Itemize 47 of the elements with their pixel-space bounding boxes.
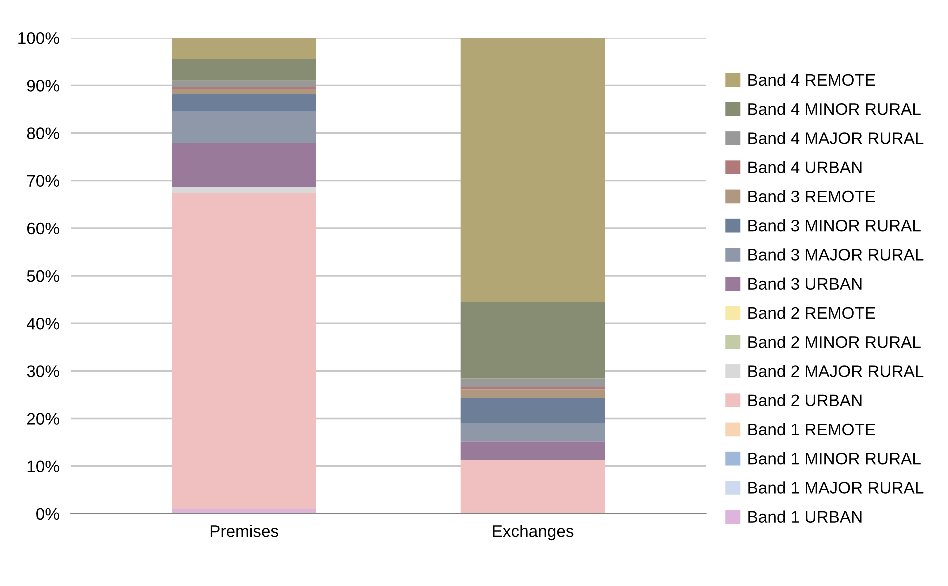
y-tick-label: 60% — [27, 222, 60, 235]
legend-label: Band 1 REMOTE — [748, 423, 876, 436]
bar — [172, 59, 317, 81]
bar — [172, 509, 317, 514]
y-tick-label: 30% — [27, 366, 60, 378]
legend-label: Band 1 MAJOR RURAL — [748, 482, 924, 494]
bar — [172, 80, 317, 88]
legend-label: Band 3 MAJOR RURAL — [748, 248, 924, 261]
bar — [460, 424, 606, 442]
bar — [460, 302, 606, 379]
y-tick-label: 80% — [27, 128, 60, 140]
legend-label: Band 2 MINOR RURAL — [748, 336, 921, 348]
bar — [460, 38, 606, 302]
y-tick-label: 10% — [28, 460, 60, 473]
x-tick-label: Premises — [210, 525, 278, 538]
bar — [172, 143, 317, 188]
bar — [460, 390, 606, 398]
legend-label: Band 4 MAJOR RURAL — [748, 132, 924, 144]
legend-label: Band 3 REMOTE — [748, 190, 876, 203]
legend-label: Band 4 URBAN — [748, 161, 862, 174]
bar — [172, 94, 317, 112]
legend-label: Band 3 URBAN — [748, 278, 862, 290]
y-tick-label: 40% — [27, 318, 60, 330]
legend-label: Band 4 MINOR RURAL — [748, 103, 921, 116]
x-tick-label: Exchanges — [493, 525, 574, 541]
y-tick-label: 50% — [27, 270, 60, 282]
y-tick-label: 100% — [18, 32, 60, 44]
bar — [172, 193, 317, 510]
y-tick-label: 20% — [27, 413, 60, 425]
legend-label: Band 4 REMOTE — [748, 74, 876, 86]
legend-label: Band 2 URBAN — [748, 394, 862, 407]
bar — [460, 460, 606, 514]
bar — [172, 112, 317, 144]
bar — [172, 89, 317, 94]
bar — [460, 398, 606, 424]
legend-label: Band 3 MINOR RURAL — [748, 220, 921, 232]
y-tick-label: 90% — [27, 80, 60, 92]
bar — [172, 38, 317, 60]
legend-label: Band 1 URBAN — [748, 510, 862, 524]
legend-label: Band 2 MAJOR RURAL — [748, 365, 924, 378]
bar — [460, 442, 606, 460]
legend-label: Band 1 MINOR RURAL — [748, 452, 921, 465]
legend-label: Band 2 REMOTE — [748, 306, 876, 320]
bar — [172, 187, 317, 194]
y-tick-label: 0% — [36, 508, 60, 520]
y-tick-label: 70% — [27, 175, 60, 188]
bar — [460, 378, 606, 388]
